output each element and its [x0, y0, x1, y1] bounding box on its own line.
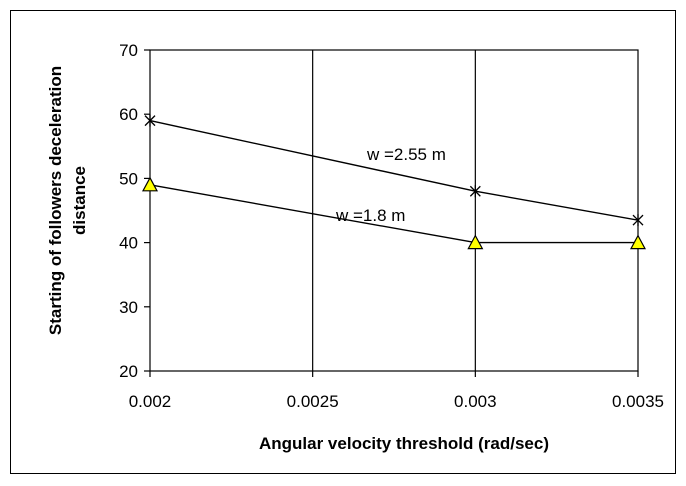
triangle-marker: [141, 176, 159, 192]
x-tick-label: 0.0025: [287, 392, 339, 411]
x-tick-labels: 0.002 0.0025 0.003 0.0035: [129, 392, 664, 411]
y-tick-label: 60: [119, 105, 138, 124]
star-marker: [469, 185, 481, 198]
x-tick-label: 0.003: [454, 392, 497, 411]
y-tick-labels: 20 30 40 50 60 70: [119, 41, 138, 381]
chart-frame: 20 30 40 50 60 70 0.002 0.0025 0.003 0.0035 w =2…: [10, 10, 676, 474]
series-label-w-2-55: w =2.55 m: [366, 145, 446, 164]
x-tick-label: 0.0035: [612, 392, 664, 411]
star-marker: [632, 214, 644, 227]
x-tick-label: 0.002: [129, 392, 172, 411]
y-tick-label: 40: [119, 234, 138, 253]
grid-lines: [312, 50, 476, 371]
series-labels: w =2.55 m w =1.8 m: [335, 145, 446, 225]
y-axis-title-line-2: distance: [70, 166, 89, 235]
y-axis-title-line-1: Starting of followers deceleration: [46, 66, 65, 335]
series-group: [141, 114, 647, 250]
axes: [144, 49, 639, 377]
y-tick-label: 50: [119, 169, 138, 188]
y-tick-label: 70: [119, 41, 138, 60]
star-marker: [144, 114, 156, 127]
triangle-marker: [467, 234, 484, 250]
y-tick-label: 20: [119, 362, 138, 381]
y-tick-label: 30: [119, 298, 138, 317]
x-axis-title: Angular velocity threshold (rad/sec): [259, 434, 549, 453]
series-label-w-1-8: w =1.8 m: [335, 206, 405, 225]
plot-area-border: [149, 49, 639, 372]
triangle-marker: [629, 234, 647, 250]
line-chart: 20 30 40 50 60 70 0.002 0.0025 0.003 0.0035 w =2…: [46, 41, 664, 453]
